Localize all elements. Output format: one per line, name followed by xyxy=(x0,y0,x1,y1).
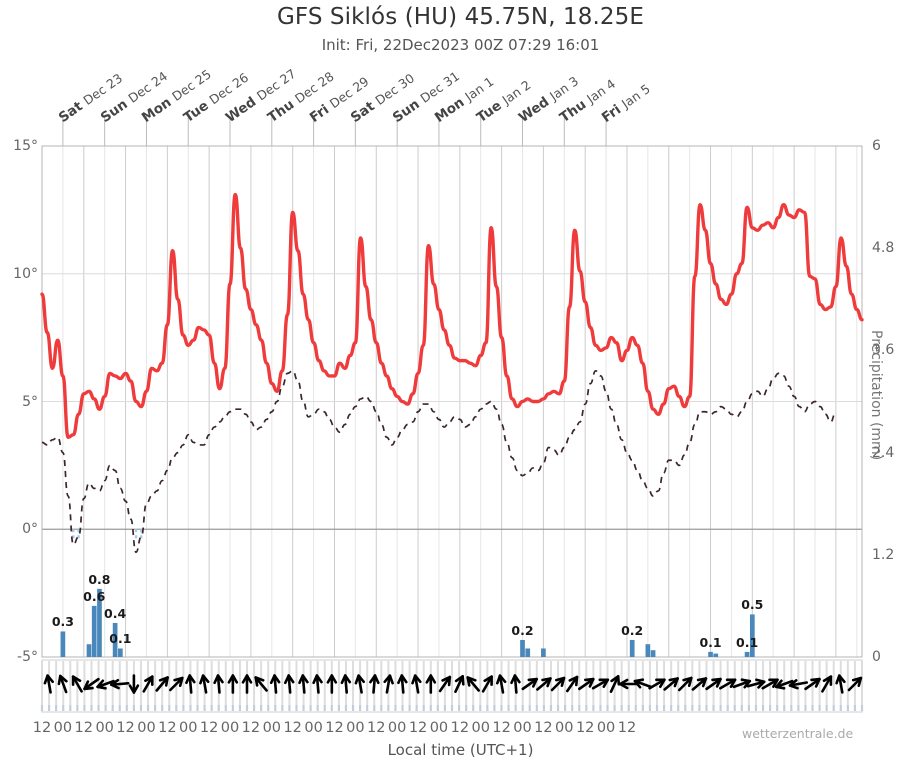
left-axis-labels: 15° 10° 5° 0° -5° xyxy=(0,0,38,768)
right-axis-tick: 2.4 xyxy=(872,444,895,461)
x-tick-label: 12 xyxy=(199,720,219,736)
x-tick-label: 00 xyxy=(555,720,574,736)
left-axis-tick: 0° xyxy=(22,521,38,538)
right-axis-tick: 6 xyxy=(872,138,881,154)
x-tick-label: 12 xyxy=(367,720,386,736)
right-axis-tick: 3.6 xyxy=(872,342,895,359)
x-tick-label: 00 xyxy=(53,720,73,736)
x-tick-label: 00 xyxy=(429,720,449,736)
x-tick-label: 12 xyxy=(283,720,302,736)
x-tick-label: 00 xyxy=(220,720,240,736)
precipitation-value-label: 0.1 xyxy=(699,634,722,650)
x-tick-label: 00 xyxy=(471,720,490,736)
wind-arrows xyxy=(43,674,863,694)
left-axis-tick: 15° xyxy=(13,138,38,154)
right-axis-title: Precipitation (mm) xyxy=(868,330,884,461)
precipitation-value-label: 0.6 xyxy=(83,588,106,604)
precipitation-bars xyxy=(60,588,755,657)
dewpoint-line xyxy=(41,369,837,554)
x-tick-label: 00 xyxy=(179,720,198,736)
x-axis-title: Local time (UTC+1) xyxy=(387,741,534,759)
precipitation-value-label: 0.8 xyxy=(88,571,111,587)
precipitation-value-label: 0.3 xyxy=(51,614,74,630)
left-axis-tick: -5° xyxy=(17,649,38,665)
x-tick-label: 12 xyxy=(492,720,511,736)
temperature-line xyxy=(40,192,864,439)
precipitation-value-label: 0.5 xyxy=(741,597,764,613)
x-tick-label: 00 xyxy=(137,720,156,736)
page-subtitle: Init: Fri, 22Dec2023 00Z 07:29 16:01 xyxy=(321,36,600,54)
left-axis-tick: 10° xyxy=(13,265,38,282)
x-tick-label: 12 xyxy=(408,720,428,736)
x-tick-label: 00 xyxy=(95,720,114,736)
precipitation-value-label: 0.2 xyxy=(621,622,644,638)
x-tick-label: 00 xyxy=(596,720,616,736)
x-tick-label: 12 xyxy=(534,720,553,736)
x-tick-label: 00 xyxy=(387,720,407,736)
x-tick-label: 00 xyxy=(304,720,323,736)
precipitation-value-label: 0.2 xyxy=(511,622,534,638)
credit-label: wetterzentrale.de xyxy=(742,726,854,741)
x-tick-label: 12 xyxy=(241,720,261,736)
precipitation-value-label: 0.1 xyxy=(736,634,759,650)
x-tick-label: 00 xyxy=(346,720,365,736)
page-title: GFS Siklós (HU) 45.75N, 18.25E xyxy=(276,4,645,30)
x-tick-label: 00 xyxy=(513,720,532,736)
x-tick-label: 12 xyxy=(158,720,177,736)
right-axis-tick: 0 xyxy=(872,649,881,665)
x-tick-label: 12 xyxy=(32,720,52,736)
x-tick-label: 12 xyxy=(325,720,344,736)
precipitation-value-label: 0.4 xyxy=(104,605,127,621)
left-axis-tick: 5° xyxy=(22,393,38,410)
x-tick-label: 12 xyxy=(617,720,637,736)
precipitation-value-label: 0.1 xyxy=(109,631,132,647)
right-axis-tick: 1.2 xyxy=(872,546,895,563)
x-tick-label: 12 xyxy=(116,720,135,736)
x-tick-label: 00 xyxy=(262,720,282,736)
x-tick-label: 12 xyxy=(450,720,470,736)
right-axis-tick: 4.8 xyxy=(872,240,895,257)
x-tick-label: 12 xyxy=(575,720,595,736)
x-tick-label: 12 xyxy=(74,720,94,736)
right-axis-labels: 6 4.8 3.6 2.4 1.2 0 xyxy=(872,0,921,768)
